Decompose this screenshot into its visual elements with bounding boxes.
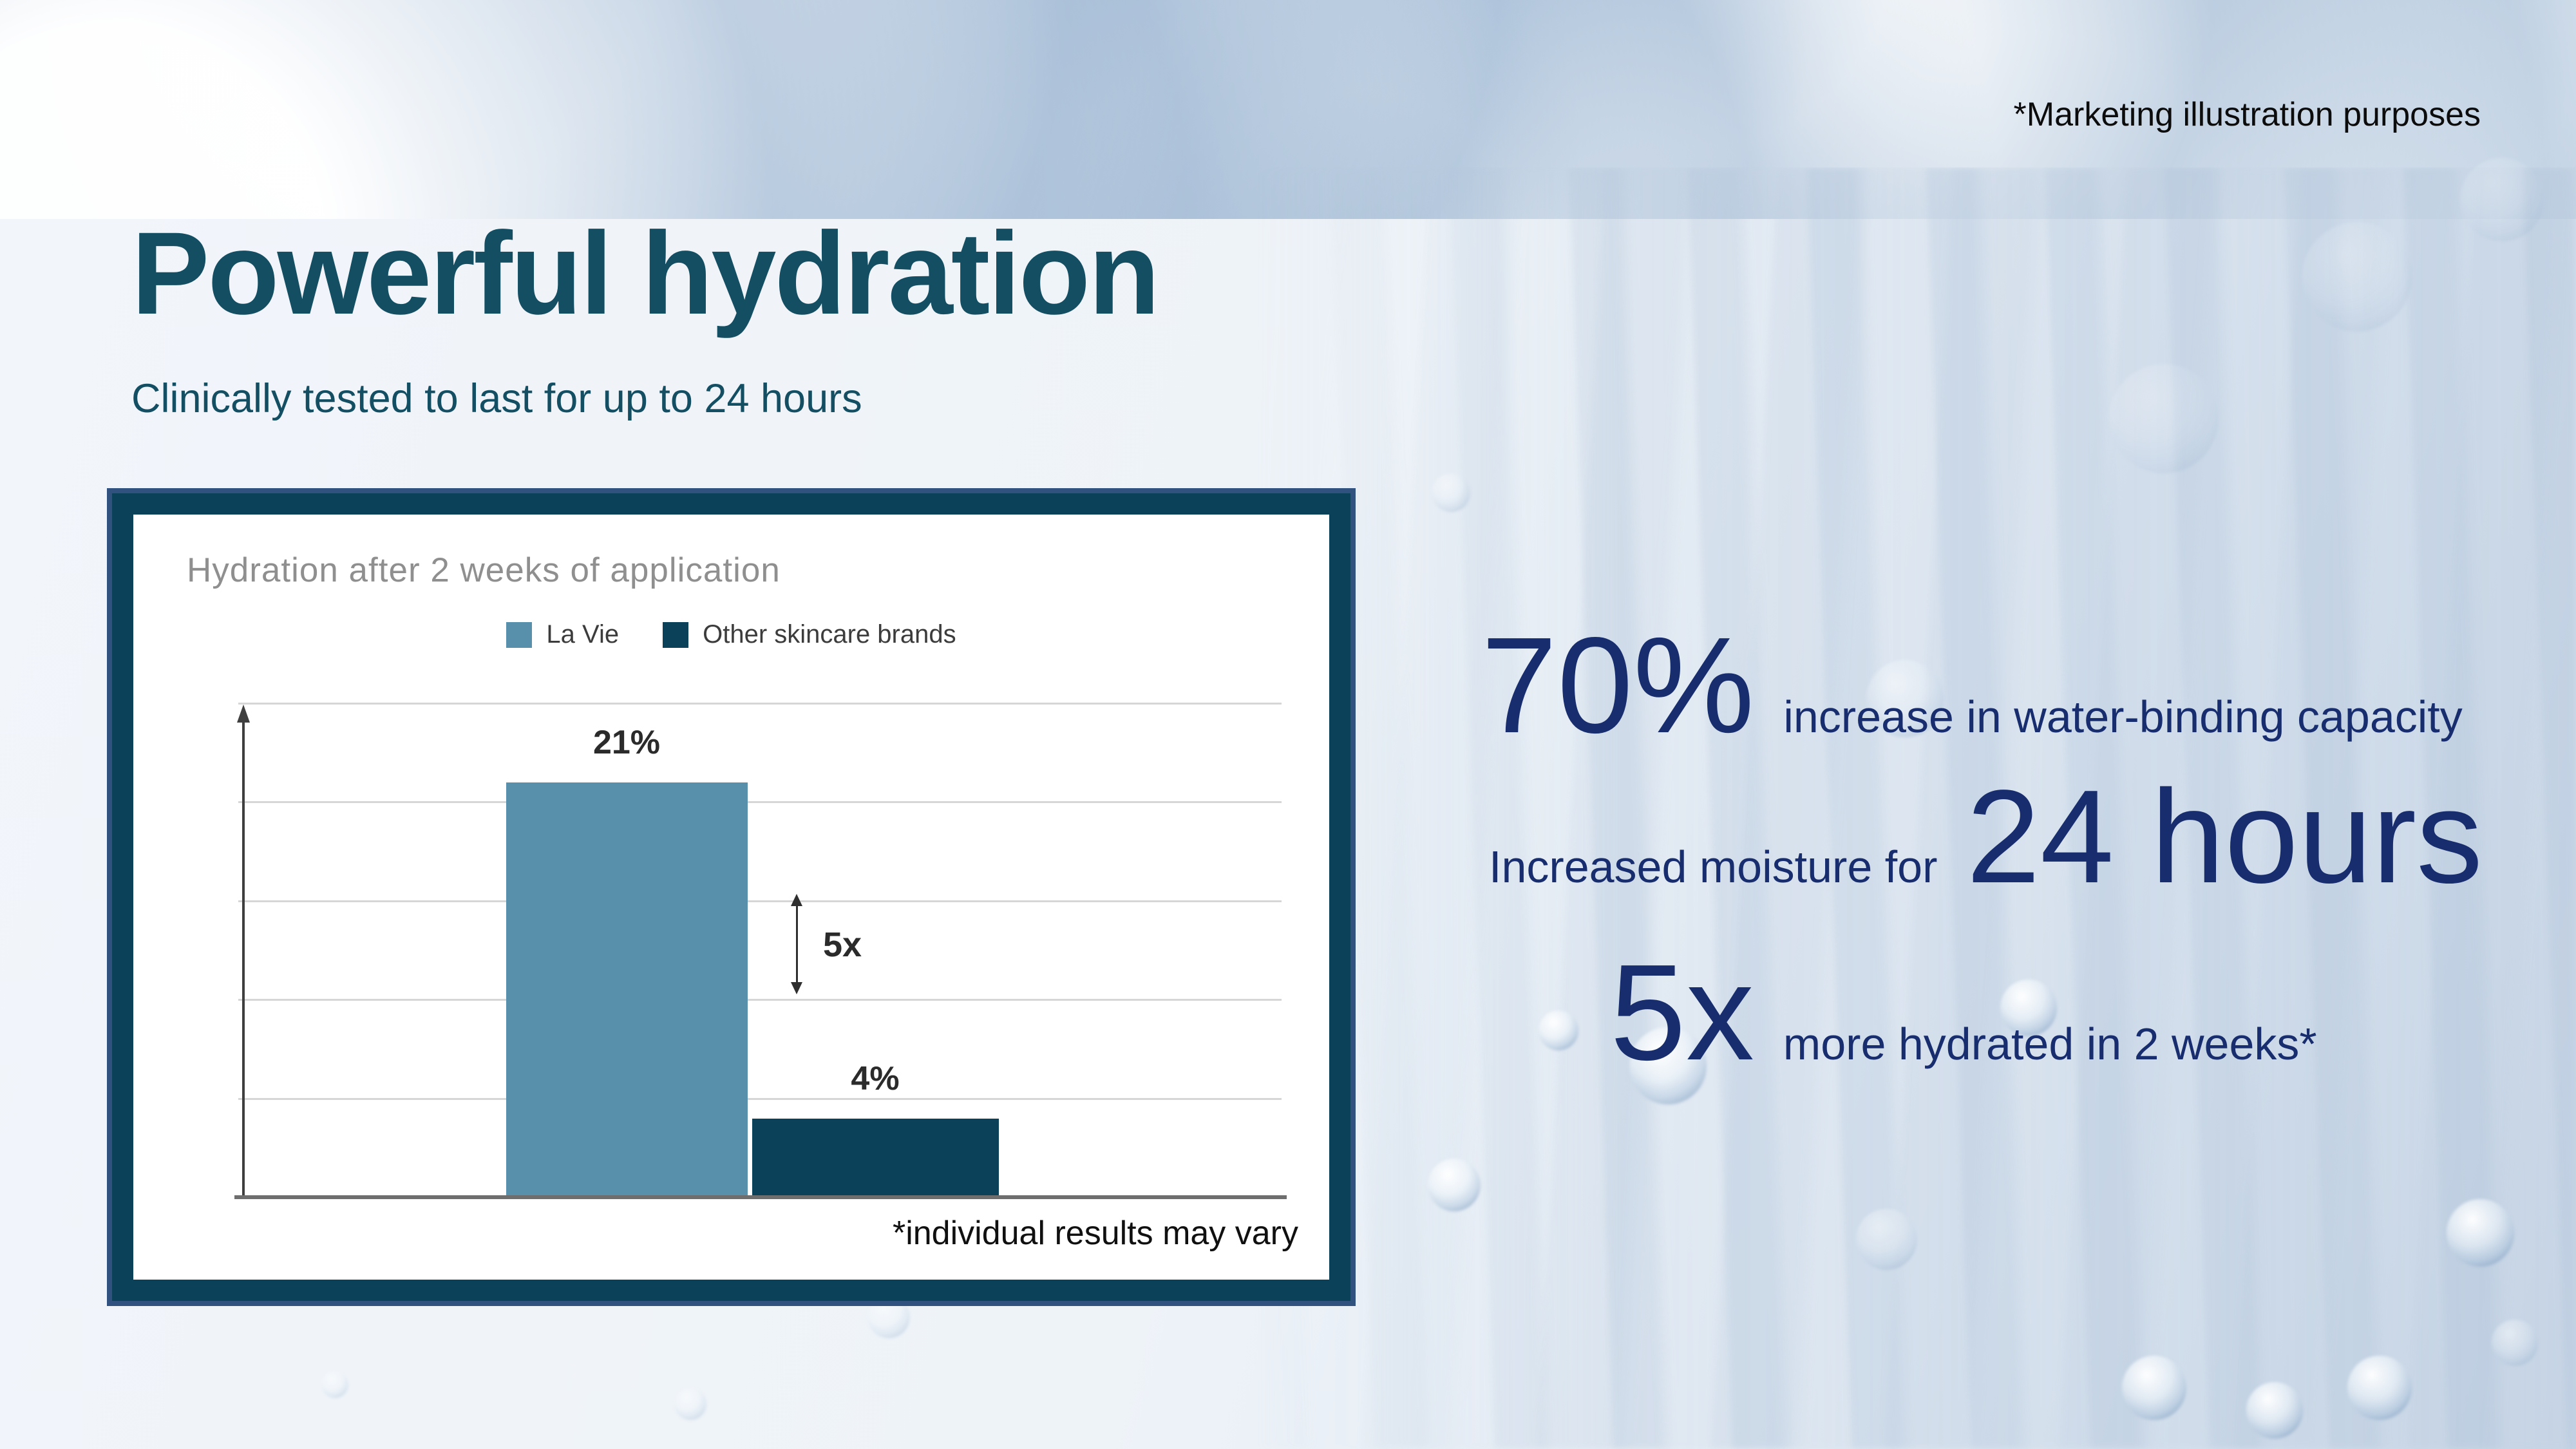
- marketing-disclaimer: *Marketing illustration purposes: [2013, 96, 2481, 133]
- bar-lavie: [506, 782, 748, 1198]
- bubble: [2347, 1356, 2412, 1420]
- chart-canvas: Hydration after 2 weeks of application L…: [133, 515, 1329, 1280]
- arrow-down-icon: [791, 982, 802, 994]
- gridline: [238, 1097, 1282, 1100]
- bubble: [1856, 1209, 1917, 1270]
- bubble: [1629, 1027, 1707, 1104]
- multiplier-arrow-icon: [784, 894, 810, 994]
- chart-legend: La Vie Other skincare brands: [133, 620, 1329, 649]
- chart-card: Hydration after 2 weeks of application L…: [107, 488, 1356, 1306]
- page-title: Powerful hydration: [131, 207, 1160, 339]
- page-subtitle: Clinically tested to last for up to 24 h…: [131, 376, 862, 421]
- chart-footnote: *individual results may vary: [892, 1215, 1298, 1252]
- stat-value: 24 hours: [1966, 762, 2483, 911]
- bubble: [1432, 473, 1470, 512]
- bubble: [2246, 1382, 2303, 1439]
- y-axis-line: [242, 720, 245, 1198]
- bubble: [2492, 1320, 2538, 1366]
- bubble: [2447, 1199, 2514, 1267]
- gridline: [238, 999, 1282, 1001]
- chart-title: Hydration after 2 weeks of application: [187, 551, 781, 589]
- bubble: [2302, 222, 2412, 332]
- legend-item-other: Other skincare brands: [663, 620, 956, 649]
- arrow-line: [796, 902, 798, 987]
- bubble: [2460, 158, 2544, 242]
- gridline: [238, 801, 1282, 804]
- stat-value: 5x: [1610, 936, 1754, 1088]
- bubble: [2109, 364, 2219, 473]
- bubble: [1866, 660, 1944, 737]
- bubble: [2122, 1356, 2186, 1420]
- water-ripple-band: [0, 0, 2576, 219]
- stat-value: 70%: [1481, 609, 1755, 761]
- stat-water-binding: 70% increase in water-binding capacity: [1481, 617, 2463, 753]
- arrow-up-icon: [791, 894, 802, 906]
- stat-label: Increased moisture for: [1489, 842, 1938, 892]
- y-axis-arrow-icon: [237, 705, 250, 723]
- legend-label: La Vie: [546, 620, 620, 649]
- bubble: [2000, 980, 2057, 1036]
- bar-value-other: 4%: [851, 1060, 900, 1098]
- bubble: [674, 1388, 706, 1420]
- stat-5x-hydrated: 5x more hydrated in 2 weeks*: [1610, 944, 2317, 1081]
- stat-24-hours: Increased moisture for 24 hours: [1489, 770, 2483, 903]
- stat-label: increase in water-binding capacity: [1783, 692, 2463, 742]
- y-axis: [237, 705, 250, 1198]
- legend-label: Other skincare brands: [703, 620, 956, 649]
- legend-swatch-lavie-icon: [506, 621, 533, 648]
- bubble: [1428, 1159, 1481, 1211]
- bubble: [321, 1371, 348, 1398]
- gridline: [238, 900, 1282, 902]
- plot-area: 21% 4% 5x: [234, 702, 1287, 1199]
- stat-label: more hydrated in 2 weeks*: [1783, 1019, 2317, 1069]
- water-streaks: [1256, 167, 2576, 1449]
- legend-swatch-other-icon: [663, 621, 689, 648]
- bar-other-brands: [752, 1119, 999, 1198]
- x-axis-line: [234, 1195, 1287, 1199]
- bubble: [1539, 1010, 1578, 1050]
- multiplier-label: 5x: [823, 925, 862, 964]
- legend-item-lavie: La Vie: [506, 620, 619, 649]
- bar-value-lavie: 21%: [592, 723, 661, 761]
- gridline: [238, 702, 1282, 705]
